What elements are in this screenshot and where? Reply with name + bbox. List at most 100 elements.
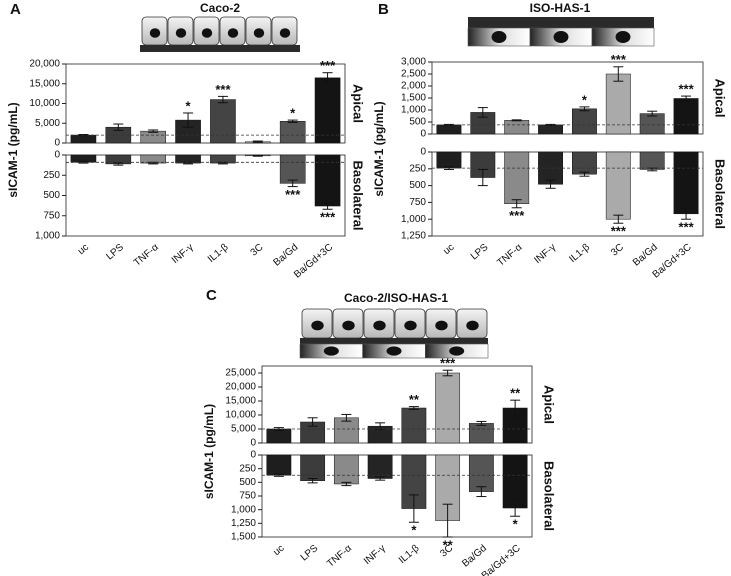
y-axis-label: sICAM-1 (pg/mL) (372, 101, 386, 196)
x-tick-label: Ba/Gd (460, 543, 489, 570)
y-tick-label: 5,000 (231, 424, 256, 435)
significance: * (411, 523, 417, 538)
x-tick-label: Ba/Gd+3C (480, 543, 523, 576)
x-tick-label: 3C (438, 543, 455, 560)
x-tick-label: TNF-α (495, 242, 524, 269)
panel-letter: A (10, 1, 21, 18)
significance: *** (678, 220, 694, 235)
error-bar (375, 476, 386, 481)
y-tick-label: 250 (239, 463, 256, 474)
bar (673, 98, 699, 135)
x-tick-label: TNF-α (132, 242, 161, 269)
x-tick-label: INF-γ (532, 242, 558, 266)
y-tick-label: 20,000 (29, 59, 60, 70)
error-bar (217, 95, 228, 104)
error-bar (375, 422, 386, 431)
y-tick-label: 750 (43, 210, 60, 221)
x-tick-label: uc (441, 242, 456, 257)
bar (468, 454, 494, 492)
error-bar (287, 179, 298, 188)
bar (605, 151, 631, 220)
panel-title: Caco-2 (200, 1, 240, 15)
nucleus (386, 346, 402, 356)
error-bar (476, 486, 487, 498)
bar (504, 120, 530, 135)
bar (279, 121, 306, 144)
x-tick-label: TNF-α (325, 543, 354, 570)
error-bar (477, 168, 488, 187)
side-label: Apical (542, 385, 557, 424)
y-tick-label: 500 (239, 477, 256, 488)
error-bar (613, 214, 624, 224)
x-tick-label: IL1-β (206, 242, 231, 265)
y-tick-label: 0 (420, 147, 426, 158)
bar (333, 417, 359, 444)
significance: * (186, 98, 192, 113)
nucleus (201, 28, 213, 38)
error-bar (322, 202, 333, 210)
nucleus (553, 31, 569, 43)
error-bar (511, 199, 522, 209)
error-bar (307, 417, 318, 427)
error-bar (681, 207, 692, 220)
significance: *** (285, 187, 301, 202)
error-bar (579, 106, 590, 112)
significance: * (290, 106, 296, 121)
significance: *** (678, 82, 694, 97)
error-bar (183, 112, 194, 128)
y-tick-label: 1,250 (231, 518, 256, 529)
y-tick-label: 500 (409, 180, 426, 191)
bar (639, 151, 665, 170)
error-bar (408, 494, 419, 523)
error-bar (511, 119, 522, 122)
error-bar (442, 369, 453, 377)
y-tick-label: 1,000 (231, 504, 256, 515)
significance: *** (509, 208, 525, 223)
y-tick-label: 1,250 (401, 231, 426, 242)
nucleus (149, 28, 161, 38)
error-bar (681, 95, 692, 102)
significance: *** (611, 224, 627, 239)
y-tick-label: 500 (43, 190, 60, 201)
nucleus (449, 346, 465, 356)
error-bar (322, 72, 333, 84)
x-tick-label: uc (76, 242, 91, 257)
error-bar (252, 140, 263, 144)
bar (436, 151, 462, 169)
bar (314, 154, 341, 207)
x-tick-label: IL1-β (567, 242, 592, 265)
error-bar (113, 123, 124, 131)
y-tick-label: 0 (250, 438, 256, 449)
error-bar (510, 399, 521, 417)
significance: *** (320, 210, 336, 225)
panel-title: Caco-2/ISO-HAS-1 (344, 291, 448, 305)
panel-letter: C (206, 287, 217, 304)
nucleus (175, 28, 187, 38)
x-tick-label: Ba/Gd (631, 242, 660, 269)
x-tick-label: Ba/Gd+3C (292, 242, 335, 281)
bar (436, 124, 462, 135)
nucleus (323, 346, 339, 356)
y-tick-label: 3,000 (401, 57, 426, 68)
y-tick-label: 0 (54, 138, 60, 149)
nucleus (342, 320, 355, 331)
bar (266, 454, 292, 476)
y-tick-label: 1,000 (401, 214, 426, 225)
side-label: Apical (351, 84, 366, 123)
error-bar (613, 66, 624, 82)
y-tick-label: 0 (420, 129, 426, 140)
error-bar (579, 171, 590, 177)
bar (605, 73, 631, 135)
error-bar (408, 406, 419, 410)
nucleus (227, 28, 239, 38)
significance: *** (440, 356, 456, 371)
y-tick-label: 1,500 (401, 93, 426, 104)
x-tick-label: uc (271, 543, 286, 558)
y-tick-label: 250 (43, 170, 60, 181)
error-bar (477, 107, 488, 118)
x-tick-label: INF-γ (362, 543, 388, 567)
membrane (300, 338, 488, 344)
error-bar (341, 413, 352, 422)
side-label: Basolateral (351, 160, 366, 230)
y-tick-label: 10,000 (225, 410, 256, 421)
